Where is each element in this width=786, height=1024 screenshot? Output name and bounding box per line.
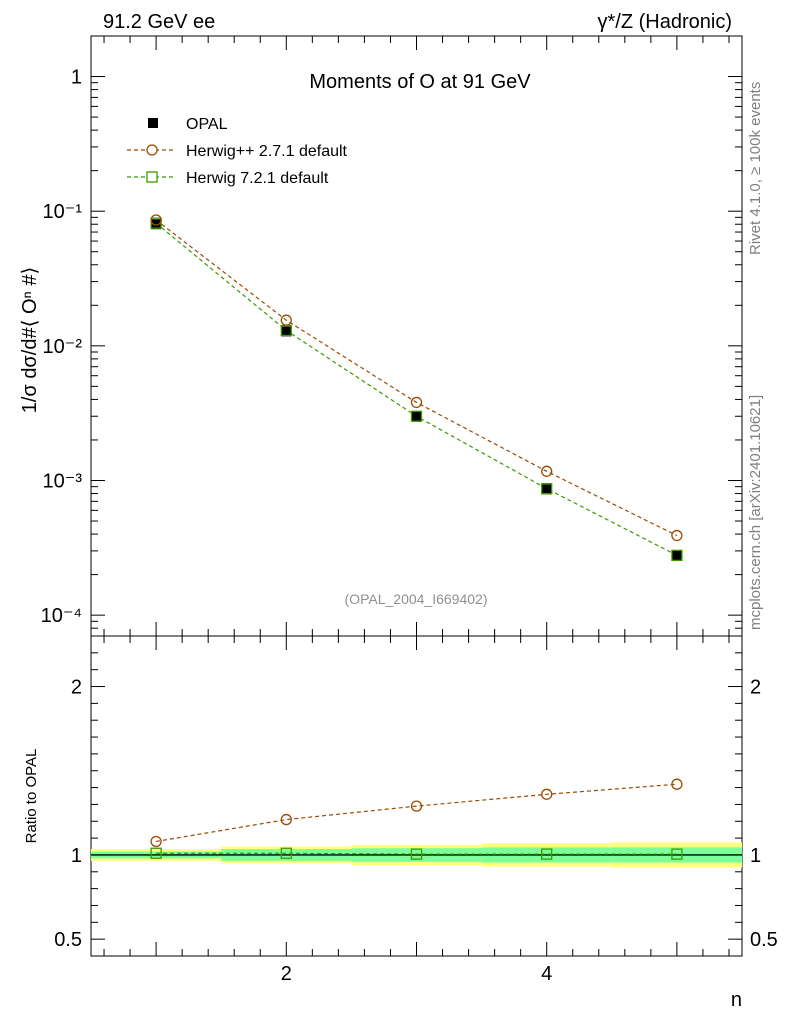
ratio-point-herwigpp <box>541 788 553 800</box>
y-tick-label: 1 <box>71 67 82 89</box>
legend-label-opal: OPAL <box>186 116 228 133</box>
ratio-point-herwig7 <box>541 848 553 860</box>
ratio-y-tick-label-left: 1 <box>71 845 82 867</box>
x-tick-label: 4 <box>541 963 552 985</box>
point-herwigpp <box>150 214 162 226</box>
legend-label-herwig7: Herwig 7.2.1 default <box>186 170 329 187</box>
y-tick-label: 10⁻⁴ <box>41 605 82 627</box>
ratio-y-tick-labels: 2 2 1 1 0.5 0.5 <box>54 677 778 952</box>
ratio-point-herwigpp <box>280 813 292 826</box>
ratio-y-tick-label-left: 0.5 <box>54 929 82 951</box>
ratio-point-herwigpp <box>150 835 162 848</box>
point-herwig7 <box>671 549 683 562</box>
point-herwigpp <box>671 529 683 542</box>
ratio-point-herwigpp <box>671 778 683 790</box>
ratio-frame <box>90 635 743 957</box>
reference-label: (OPAL_2004_I669402) <box>345 591 488 607</box>
plot-title: Moments of O at 91 GeV <box>309 71 531 93</box>
data-point-opal <box>671 550 682 561</box>
y-tick-label: 10⁻³ <box>43 470 83 492</box>
point-herwigpp <box>410 396 423 409</box>
ratio-uncertainty-band <box>91 842 742 868</box>
main-panel: 1 10⁻¹ 10⁻² 10⁻³ 10⁻⁴ Moments of O at 91 GeV… <box>19 35 743 637</box>
legend-marker-herwigpp <box>146 144 158 156</box>
legend-label-herwigpp: Herwig++ 2.7.1 default <box>186 143 348 160</box>
y-axis-label: 1/σ dσ/d#⟨ Oⁿ #⟩ <box>19 267 41 414</box>
ratio-axis-ticks <box>91 635 742 957</box>
point-herwigpp <box>280 314 292 326</box>
ratio-y-tick-label-right: 1 <box>750 845 761 867</box>
data-point-opal <box>541 484 552 495</box>
series-line-herwigpp <box>155 219 678 537</box>
ratio-y-tick-label-right: 2 <box>750 677 761 699</box>
main-series-layer <box>150 214 683 562</box>
header-beam-label: 91.2 GeV ee <box>103 11 215 33</box>
main-axis-ticks <box>91 35 742 637</box>
point-herwig7 <box>410 410 423 422</box>
legend: OPAL Herwig++ 2.7.1 default Herwig 7.2.1… <box>127 116 348 187</box>
y-tick-label: 10⁻² <box>43 336 83 358</box>
legend-marker-herwig7 <box>146 171 158 183</box>
header-process-label: γ*/Z (Hadronic) <box>598 11 732 33</box>
point-herwig7 <box>150 217 162 229</box>
ratio-y-tick-label-left: 2 <box>71 677 82 699</box>
rivet-version-label: Rivet 4.1.0, ≥ 100k events <box>747 82 764 255</box>
x-tick-label: 2 <box>281 963 292 985</box>
x-axis-label: n <box>731 989 742 1011</box>
ratio-y-axis-label: Ratio to OPAL <box>23 749 40 844</box>
point-herwig7 <box>541 482 553 495</box>
y-tick-label: 10⁻¹ <box>43 201 83 223</box>
ratio-point-herwig7 <box>410 848 423 860</box>
ratio-point-herwig7 <box>280 847 292 859</box>
mcplots-label: mcplots.cern.ch [arXiv:2401.10621] <box>747 395 764 630</box>
ratio-series-layer <box>150 778 683 860</box>
ratio-line-herwigpp <box>156 783 677 843</box>
ratio-line-herwig7 <box>156 852 677 855</box>
legend-marker-opal <box>148 118 158 128</box>
data-point-opal <box>151 219 162 230</box>
series-line-herwig7 <box>155 222 678 556</box>
data-point-opal <box>281 326 292 337</box>
ratio-y-tick-label-right: 0.5 <box>750 929 778 951</box>
ratio-point-herwigpp <box>410 800 423 812</box>
ratio-point-herwig7 <box>150 847 162 859</box>
ratio-point-herwig7 <box>671 848 683 860</box>
main-y-tick-labels: 1 10⁻¹ 10⁻² 10⁻³ 10⁻⁴ <box>41 67 83 628</box>
data-point-opal <box>411 411 422 422</box>
point-herwigpp <box>541 465 553 477</box>
